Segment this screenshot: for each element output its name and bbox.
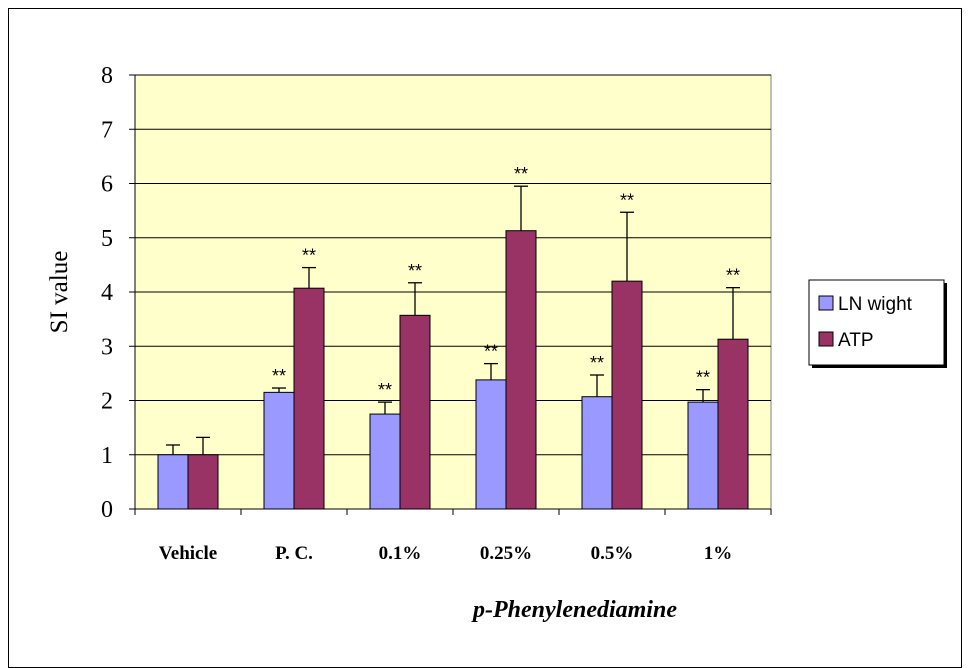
- y-tick-label: 1: [101, 443, 113, 469]
- significance-marker: **: [272, 366, 286, 386]
- x-tick-label: Vehicle: [159, 543, 217, 564]
- legend-label: ATP: [838, 330, 874, 351]
- significance-marker: **: [590, 353, 604, 373]
- significance-marker: **: [302, 246, 316, 266]
- bar-atp: [611, 280, 643, 510]
- legend-swatch: [818, 331, 834, 347]
- bar-atp: [187, 454, 219, 510]
- significance-marker: **: [378, 380, 392, 400]
- bar-atp: [293, 287, 325, 510]
- y-tick-label: 2: [101, 389, 113, 415]
- x-tick-label: 0.25%: [480, 543, 532, 564]
- x-tick-label: 0.1%: [379, 543, 422, 564]
- significance-marker: **: [484, 342, 498, 362]
- chart-frame: 0 1 2 3 4 5 6 7 8 Vehicle ** ** P. C. ** ** 0.1% ** ** 0.2…: [8, 8, 962, 668]
- significance-marker: **: [620, 190, 634, 210]
- legend-swatch: [818, 295, 834, 311]
- bar-ln-wight: [475, 379, 507, 510]
- significance-marker: **: [514, 164, 528, 184]
- y-tick-label: 5: [101, 226, 113, 252]
- x-axis-label: p-Phenylenediamine: [471, 597, 677, 623]
- x-tick-label: 0.5%: [591, 543, 634, 564]
- y-tick-label: 3: [101, 334, 113, 360]
- significance-marker: **: [408, 261, 422, 281]
- y-tick-label: 8: [101, 63, 113, 89]
- y-axis-label: SI value: [46, 251, 73, 334]
- bar-atp: [505, 230, 537, 510]
- y-tick-label: 0: [101, 497, 113, 523]
- significance-marker: **: [696, 368, 710, 388]
- bar-atp: [717, 338, 749, 510]
- bar-ln-wight: [581, 396, 613, 510]
- legend-label: LN wight: [838, 294, 913, 315]
- bar-chart: 0 1 2 3 4 5 6 7 8 Vehicle ** ** P. C. ** ** 0.1% ** ** 0.2…: [46, 63, 947, 623]
- y-tick-label: 6: [101, 172, 113, 198]
- bar-ln-wight: [687, 401, 719, 510]
- bar-ln-wight: [369, 413, 401, 510]
- legend: [808, 279, 945, 366]
- significance-marker: **: [726, 266, 740, 286]
- y-tick-label: 7: [101, 117, 113, 143]
- bar-ln-wight: [157, 454, 189, 510]
- bar-ln-wight: [263, 391, 295, 510]
- x-tick-label: P. C.: [275, 543, 313, 564]
- bar-atp: [399, 314, 431, 510]
- y-tick-label: 4: [101, 280, 113, 306]
- x-tick-label: 1%: [704, 543, 733, 564]
